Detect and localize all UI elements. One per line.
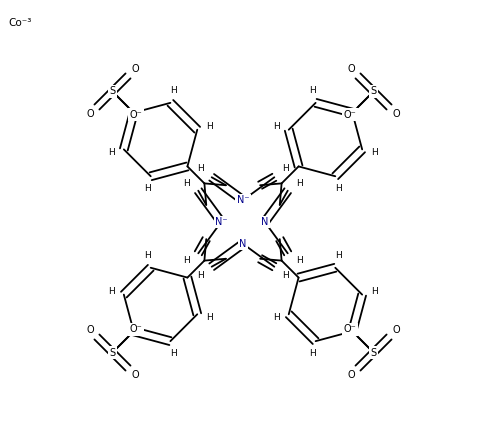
Text: O: O	[392, 109, 400, 119]
Text: H: H	[183, 256, 190, 265]
Text: H: H	[296, 179, 303, 188]
Text: S: S	[109, 86, 116, 97]
Text: H: H	[282, 164, 288, 173]
Text: O: O	[347, 64, 355, 74]
Text: H: H	[198, 271, 204, 280]
Text: O: O	[392, 325, 400, 335]
Text: H: H	[108, 148, 115, 157]
Text: H: H	[371, 287, 378, 296]
Text: N: N	[261, 217, 269, 227]
Text: H: H	[144, 251, 151, 260]
Text: H: H	[309, 86, 315, 95]
Text: S: S	[370, 348, 377, 357]
Text: N⁻: N⁻	[215, 217, 227, 227]
Text: H: H	[371, 148, 378, 157]
Text: O: O	[131, 64, 139, 74]
Text: H: H	[309, 349, 315, 358]
Text: N⁻: N⁻	[237, 195, 249, 205]
Text: H: H	[207, 313, 213, 322]
Text: O: O	[86, 109, 94, 119]
Text: Co⁻³: Co⁻³	[8, 18, 32, 28]
Text: H: H	[108, 287, 115, 296]
Text: H: H	[171, 86, 177, 95]
Text: S: S	[109, 348, 116, 357]
Text: H: H	[296, 256, 303, 265]
Text: H: H	[335, 251, 342, 260]
Text: O⁻: O⁻	[344, 324, 357, 334]
Text: H: H	[183, 179, 190, 188]
Text: S: S	[370, 86, 377, 97]
Text: H: H	[198, 164, 204, 173]
Text: H: H	[144, 184, 151, 193]
Text: N: N	[239, 239, 247, 249]
Text: H: H	[171, 349, 177, 358]
Text: H: H	[282, 271, 288, 280]
Text: H: H	[207, 122, 213, 131]
Text: O: O	[86, 325, 94, 335]
Text: O⁻: O⁻	[344, 110, 357, 120]
Text: O: O	[131, 370, 139, 380]
Text: O⁻: O⁻	[129, 110, 142, 120]
Text: O: O	[347, 370, 355, 380]
Text: H: H	[273, 313, 279, 322]
Text: O⁻: O⁻	[129, 324, 142, 334]
Text: H: H	[273, 122, 279, 131]
Text: H: H	[335, 184, 342, 193]
